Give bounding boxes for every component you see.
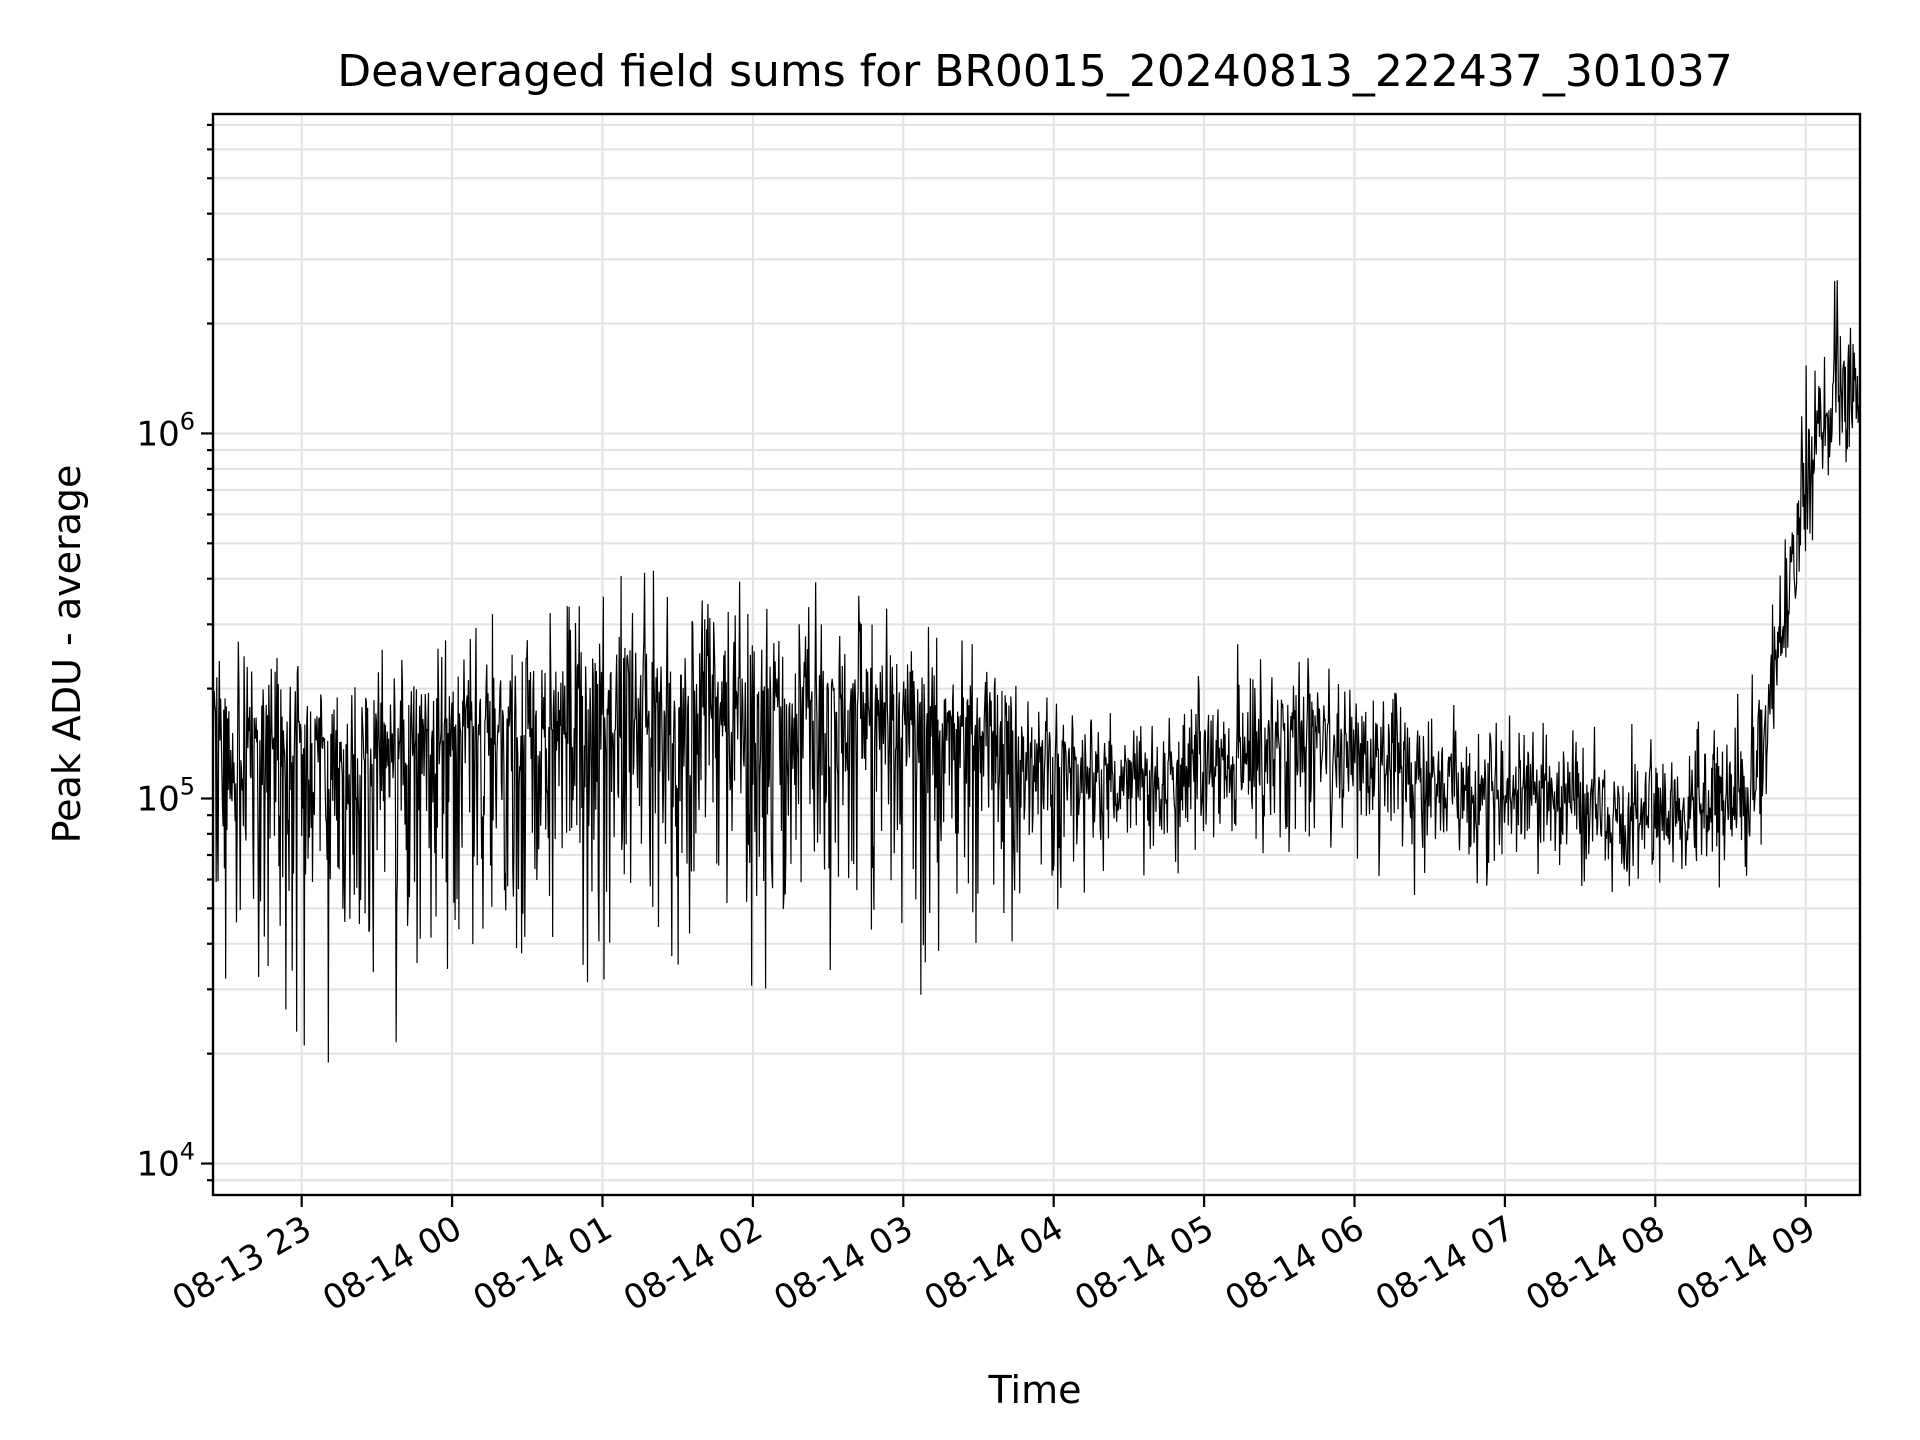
x-tick-label: 08-14 09 xyxy=(1670,1208,1822,1319)
x-tick-label: 08-14 00 xyxy=(316,1208,468,1319)
y-axis: 104 105 106 xyxy=(136,123,213,1185)
x-tick-label: 08-14 03 xyxy=(767,1208,919,1319)
chart-title: Deaveraged field sums for BR0015_2024081… xyxy=(337,46,1733,97)
plot-frame xyxy=(211,112,1862,1197)
x-tick-label: 08-14 05 xyxy=(1068,1208,1220,1319)
x-tick-label: 08-14 08 xyxy=(1519,1208,1671,1319)
x-tick-label: 08-14 02 xyxy=(617,1208,769,1319)
x-tick-label: 08-13 23 xyxy=(166,1208,318,1319)
series-line xyxy=(212,280,1861,1063)
x-tick-label: 08-14 01 xyxy=(467,1208,619,1319)
grid xyxy=(213,114,1860,1195)
y-tick-label: 105 xyxy=(136,772,195,819)
y-tick-label: 104 xyxy=(136,1138,195,1185)
x-tick-label: 08-14 04 xyxy=(918,1208,1070,1319)
y-axis-label: Peak ADU - average xyxy=(45,465,89,844)
y-tick-label: 106 xyxy=(136,407,195,454)
x-tick-label: 08-14 07 xyxy=(1369,1208,1521,1319)
x-axis-label: Time xyxy=(988,1368,1082,1412)
x-tick-label: 08-14 06 xyxy=(1219,1208,1371,1319)
